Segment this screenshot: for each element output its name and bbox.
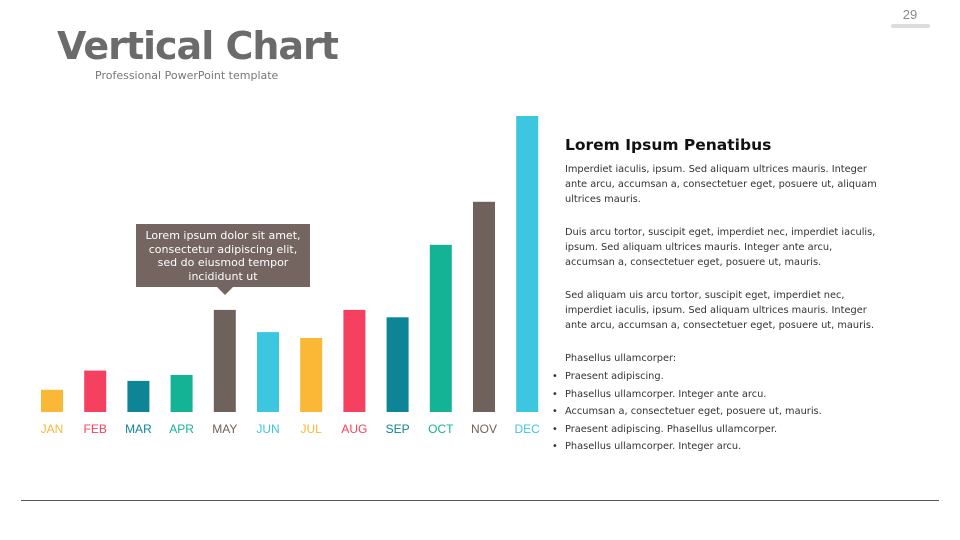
bullet-dot: • [552,406,558,418]
list-item: • Praesent adipiscing. [552,369,885,384]
bar-feb [84,370,107,412]
list-item: • Phasellus ullamcorper. Integer arcu. [552,439,885,454]
bullet-dot: • [552,388,558,400]
list-item: • Phasellus ullamcorper. Integer ante arc… [552,387,885,402]
bar-chart: JAN FEB MAR APR MAY JUN JUL AUG SEP OCT NOV DEC [41,116,541,436]
bullet-dot: • [552,441,558,453]
x-tick-label: APR [169,422,194,436]
bullet-dot: • [552,423,558,435]
x-tick-label: OCT [428,422,454,436]
bullet-dot: • [552,371,558,382]
panel-heading: Lorem Ipsum Penatibus [565,136,772,154]
list-item: • Praesent adipiscing. Phasellus ullamcor… [552,422,885,437]
bar-may [213,309,236,412]
x-tick-label: DEC [515,422,541,436]
x-tick-label: AUG [341,422,367,436]
callout-box: Lorem ipsum dolor sit amet, consectetur … [136,224,310,287]
panel-paragraph: Sed aliquam uis arcu tortor, suscipit eg… [565,290,875,331]
x-tick-label: MAY [212,422,237,436]
bullet-list: • Praesent adipiscing. • Phasellus ullamco… [552,369,885,454]
page-number-underline [891,24,930,28]
bar-aug [343,309,366,412]
text-panel: Lorem Ipsum Penatibus Imperdiet iaculis,… [552,136,885,457]
panel-paragraph: Duis arcu tortor, suscipit eget, imperdi… [565,227,876,268]
bar-jun [257,332,279,412]
bar-mar [127,380,150,412]
slide-subtitle: Professional PowerPoint template [95,69,279,82]
bar-oct [429,244,452,412]
page-number: 29 [902,7,918,22]
list-intro: Phasellus ullamcorper: [565,353,677,364]
list-item-text: Phasellus ullamcorper. Integer ante arcu… [565,388,767,400]
x-tick-label: JUL [301,422,323,436]
x-tick-label: FEB [84,422,107,436]
list-item: • Accumsan a, consectetuer eget, posuere … [552,404,885,419]
panel-paragraph: Imperdiet iaculis, ipsum. Sed aliquam ul… [565,164,877,205]
list-item-text: Phasellus ullamcorper. Integer arcu. [565,441,742,453]
footer-divider [21,500,939,501]
list-item-text: Accumsan a, consectetuer eget, posuere u… [565,406,822,418]
bar-jan [41,389,63,412]
bar-sep [386,317,409,412]
x-tick-label: NOV [471,422,497,436]
slide-title: Vertical Chart [57,24,339,68]
x-tick-label: MAR [125,422,152,436]
list-item-text: Praesent adipiscing. Phasellus ullamcorp… [565,423,778,435]
bar-apr [170,375,193,412]
list-item-text: Praesent adipiscing. [565,371,664,382]
bar-jul [300,338,323,412]
x-tick-label: JAN [41,422,64,436]
bar-dec [516,116,539,412]
x-tick-label: JUN [256,422,279,436]
callout-pointer [217,287,233,295]
x-tick-label: SEP [386,422,410,436]
bar-nov [473,201,495,412]
